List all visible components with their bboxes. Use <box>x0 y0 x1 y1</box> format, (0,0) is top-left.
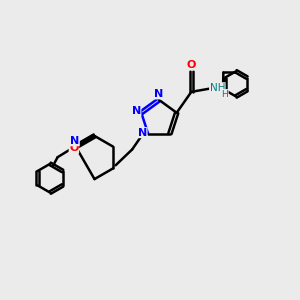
Text: N: N <box>154 89 164 99</box>
Text: N: N <box>138 128 147 138</box>
Text: N: N <box>132 106 141 116</box>
Text: O: O <box>187 60 196 70</box>
Text: N: N <box>70 136 79 146</box>
Text: H: H <box>221 89 228 98</box>
Text: O: O <box>69 143 79 153</box>
Text: NH: NH <box>210 83 225 93</box>
